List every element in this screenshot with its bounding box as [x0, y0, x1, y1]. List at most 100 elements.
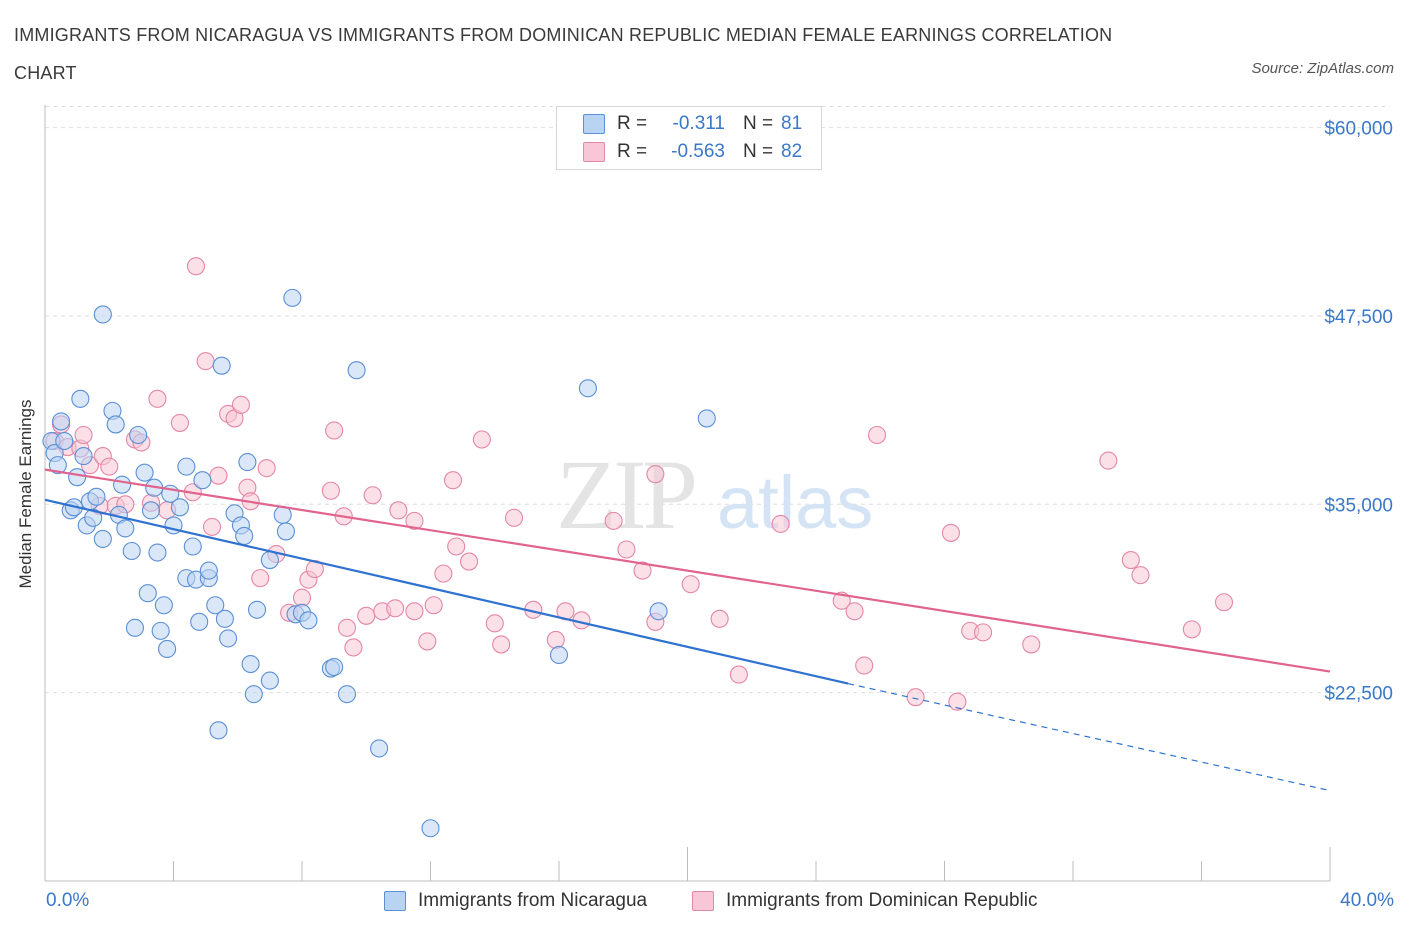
x-tick-label-min: 0.0% — [46, 890, 90, 911]
point-nicaragua — [337, 685, 357, 704]
point-dominican — [443, 471, 463, 490]
point-dominican — [604, 511, 623, 530]
point-dominican — [855, 656, 874, 675]
point-nicaragua — [71, 389, 90, 408]
point-dominican — [941, 523, 960, 542]
point-dominican — [948, 692, 967, 711]
point-nicaragua — [649, 602, 668, 621]
point-dominican — [74, 425, 93, 445]
point-nicaragua — [177, 457, 196, 476]
legend-n-label: N = — [743, 141, 774, 162]
point-dominican — [337, 618, 357, 637]
point-nicaragua — [244, 685, 263, 704]
legend-r-label: R = — [617, 141, 648, 162]
point-dominican — [405, 511, 424, 530]
point-dominican — [186, 257, 206, 276]
point-dominican — [170, 413, 189, 432]
point-dominican — [973, 623, 993, 642]
point-dominican — [344, 638, 363, 657]
point-nicaragua — [138, 584, 157, 603]
legend-row-dominican: R = -0.563 N = 82 — [583, 139, 802, 165]
point-nicaragua — [52, 412, 71, 431]
legend-swatch-dominican — [583, 142, 605, 162]
trend-line-nicaragua-extension — [847, 683, 1331, 792]
point-nicaragua — [116, 519, 135, 538]
point-dominican — [1022, 635, 1041, 654]
legend-r-value: -0.311 — [672, 113, 725, 134]
chart-title: IMMIGRANTS FROM NICARAGUA VS IMMIGRANTS … — [14, 25, 1113, 83]
trend-line-nicaragua — [44, 498, 849, 685]
point-nicaragua — [347, 361, 366, 380]
point-dominican — [389, 501, 408, 520]
point-nicaragua — [209, 721, 228, 740]
point-dominican — [100, 457, 119, 476]
point-nicaragua — [113, 475, 132, 494]
point-nicaragua — [219, 629, 238, 648]
svg-text:ZIP: ZIP — [556, 439, 694, 550]
legend-r-label: R = — [617, 113, 648, 134]
point-dominican — [729, 665, 748, 684]
point-nicaragua — [578, 379, 597, 398]
point-nicaragua — [158, 639, 177, 659]
point-dominican — [231, 395, 251, 414]
point-dominican — [867, 425, 887, 445]
legend-n-label: N = — [743, 113, 774, 134]
point-nicaragua — [74, 447, 93, 466]
legend-box: R = -0.311 N = 81 R = -0.563 N = 82 — [556, 106, 822, 170]
x-tick-label-max: 40.0% — [1340, 890, 1394, 911]
point-nicaragua — [141, 501, 161, 520]
bottom-legend-swatch-dominican — [692, 891, 714, 911]
point-nicaragua — [697, 409, 716, 428]
point-nicaragua — [206, 596, 225, 615]
point-dominican — [1182, 620, 1201, 639]
y-tick-label: $47,500 — [1324, 307, 1393, 328]
point-nicaragua — [421, 819, 440, 838]
point-nicaragua — [183, 537, 202, 556]
point-nicaragua — [283, 288, 302, 307]
legend-n-value: 82 — [781, 141, 803, 162]
legend-r-value: -0.563 — [671, 141, 725, 162]
point-dominican — [485, 614, 504, 633]
point-dominican — [771, 514, 790, 533]
legend-n-value: 81 — [781, 113, 803, 134]
point-nicaragua — [190, 612, 209, 631]
point-nicaragua — [215, 609, 234, 628]
point-nicaragua — [238, 453, 257, 472]
point-dominican — [196, 352, 215, 371]
trend-lines — [44, 468, 1331, 792]
point-dominican — [845, 602, 864, 621]
point-nicaragua — [125, 618, 144, 637]
point-dominican — [434, 564, 453, 583]
point-dominican — [1099, 451, 1118, 470]
point-nicaragua — [212, 356, 231, 375]
point-nicaragua — [260, 671, 279, 690]
point-dominican — [617, 540, 636, 559]
point-dominican — [363, 486, 382, 505]
point-dominican — [472, 430, 491, 449]
point-dominican — [459, 552, 479, 571]
point-dominican — [710, 609, 729, 628]
point-dominican — [418, 632, 437, 651]
bottom-legend-item-nicaragua: Immigrants from Nicaragua — [384, 890, 647, 912]
svg-text:atlas: atlas — [717, 461, 873, 544]
y-tick-label: $22,500 — [1324, 684, 1393, 705]
point-dominican — [681, 575, 700, 594]
point-dominican — [325, 421, 344, 440]
point-nicaragua — [48, 456, 67, 475]
point-nicaragua — [325, 657, 344, 677]
point-nicaragua — [84, 508, 103, 527]
point-dominican — [906, 688, 925, 707]
point-dominican — [203, 517, 222, 536]
point-nicaragua — [299, 611, 318, 630]
point-dominican — [257, 459, 276, 478]
source-label: Source: ZipAtlas.com — [1251, 60, 1394, 77]
bottom-legend-label-nicaragua: Immigrants from Nicaragua — [418, 890, 648, 911]
point-dominican — [405, 602, 424, 621]
point-dominican — [321, 481, 340, 500]
point-dominican — [447, 537, 466, 556]
axes — [44, 105, 1331, 882]
point-nicaragua — [193, 471, 212, 490]
bottom-legend-item-dominican: Immigrants from Dominican Republic — [692, 890, 1038, 912]
point-dominican — [646, 465, 665, 484]
